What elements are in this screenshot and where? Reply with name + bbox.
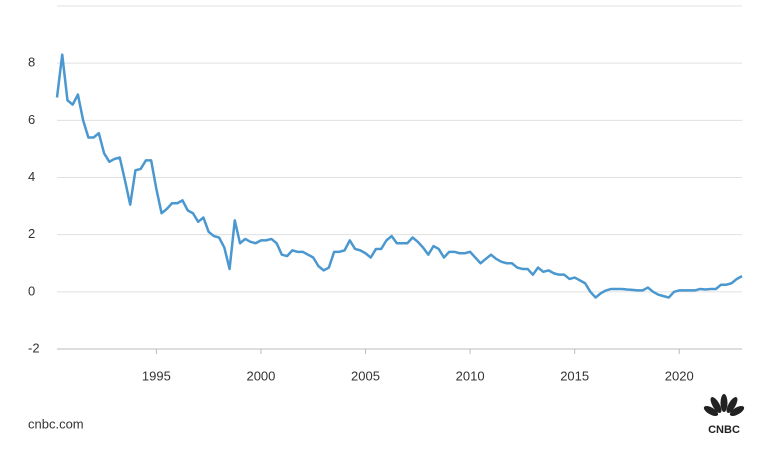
x-tick-label: 2005 xyxy=(351,368,380,383)
y-tick-label: 2 xyxy=(28,226,35,241)
x-tick-label: 2010 xyxy=(456,368,485,383)
x-tick-label: 2000 xyxy=(246,368,275,383)
x-tick-label: 2015 xyxy=(560,368,589,383)
x-tick-label: 2020 xyxy=(665,368,694,383)
y-tick-label: -2 xyxy=(28,340,40,355)
y-tick-label: 0 xyxy=(28,283,35,298)
logo-feather xyxy=(720,394,728,412)
y-tick-label: 6 xyxy=(28,112,35,127)
x-tick-label: 1995 xyxy=(142,368,171,383)
logo: CNBC xyxy=(703,394,745,436)
data-line xyxy=(55,53,743,299)
source: cnbc.com xyxy=(28,416,84,431)
y-tick-label: 8 xyxy=(28,55,35,70)
logo-feather xyxy=(703,405,719,417)
logo-feather xyxy=(710,397,722,413)
logo-text: CNBC xyxy=(708,424,740,436)
logo-feather xyxy=(726,397,738,413)
logo-feather xyxy=(729,405,745,417)
y-tick-label: 4 xyxy=(28,169,35,184)
